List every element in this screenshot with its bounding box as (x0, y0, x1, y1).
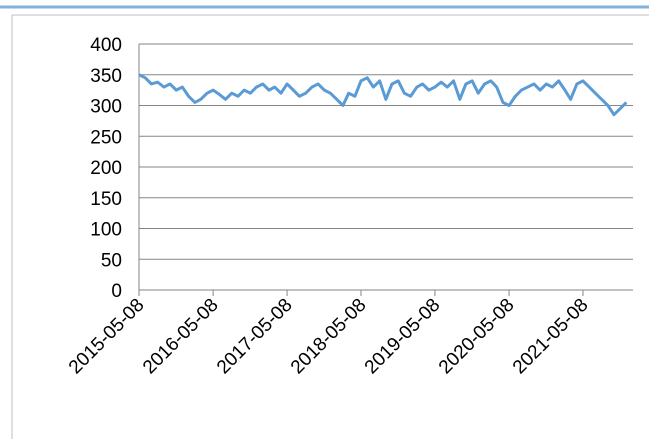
x-tick-label: 2021-05-08 (509, 295, 593, 379)
y-tick-label: 50 (101, 250, 122, 271)
y-tick-label: 200 (90, 158, 122, 179)
y-tick-label: 0 (111, 281, 122, 302)
x-tick-label: 2017-05-08 (213, 295, 297, 379)
y-tick-label: 350 (90, 66, 122, 87)
x-tick-label: 2019-05-08 (361, 295, 445, 379)
x-tick-label: 2018-05-08 (287, 295, 371, 379)
y-tick-label: 150 (90, 189, 122, 210)
y-tick-label: 100 (90, 220, 122, 241)
x-tick-label: 2020-05-08 (435, 295, 519, 379)
x-tick-label: 2015-05-08 (65, 295, 149, 379)
y-tick-label: 400 (90, 35, 122, 56)
y-tick-label: 300 (90, 97, 122, 118)
data-line (138, 73, 628, 117)
x-tick-label: 2016-05-08 (139, 295, 223, 379)
y-tick-label: 250 (90, 127, 122, 148)
